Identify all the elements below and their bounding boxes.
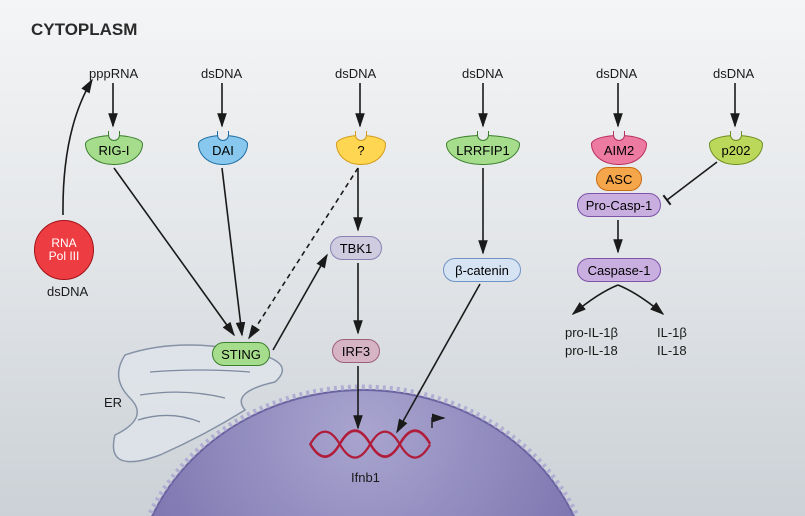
label-Ifnb1: Ifnb1 [351, 470, 380, 485]
node-IRF3: IRF3 [332, 339, 380, 363]
label-proIL1b: pro-IL-1β [565, 325, 618, 340]
label-dsDNA_2: dsDNA [335, 66, 376, 81]
label-ER: ER [104, 395, 122, 410]
label-pppRNA: pppRNA [89, 66, 138, 81]
node-TBK1: TBK1 [330, 236, 382, 260]
node-ASC: ASC [596, 167, 642, 191]
label-dsDNA_5: dsDNA [713, 66, 754, 81]
title-cytoplasm: CYTOPLASM [31, 20, 137, 40]
label-proIL18: pro-IL-18 [565, 343, 618, 358]
node-STING: STING [212, 342, 270, 366]
node-RNAPol: RNAPol III [34, 220, 94, 280]
node-ProCasp: Pro-Casp-1 [577, 193, 661, 217]
label-IL18: IL-18 [657, 343, 687, 358]
label-dsDNA_3: dsDNA [462, 66, 503, 81]
node-Caspase: Caspase-1 [577, 258, 661, 282]
label-dsDNA_4: dsDNA [596, 66, 637, 81]
label-dsDNA_1: dsDNA [201, 66, 242, 81]
label-IL1b: IL-1β [657, 325, 687, 340]
label-dsDNA_pol: dsDNA [47, 284, 88, 299]
node-bcat: β-catenin [443, 258, 521, 282]
